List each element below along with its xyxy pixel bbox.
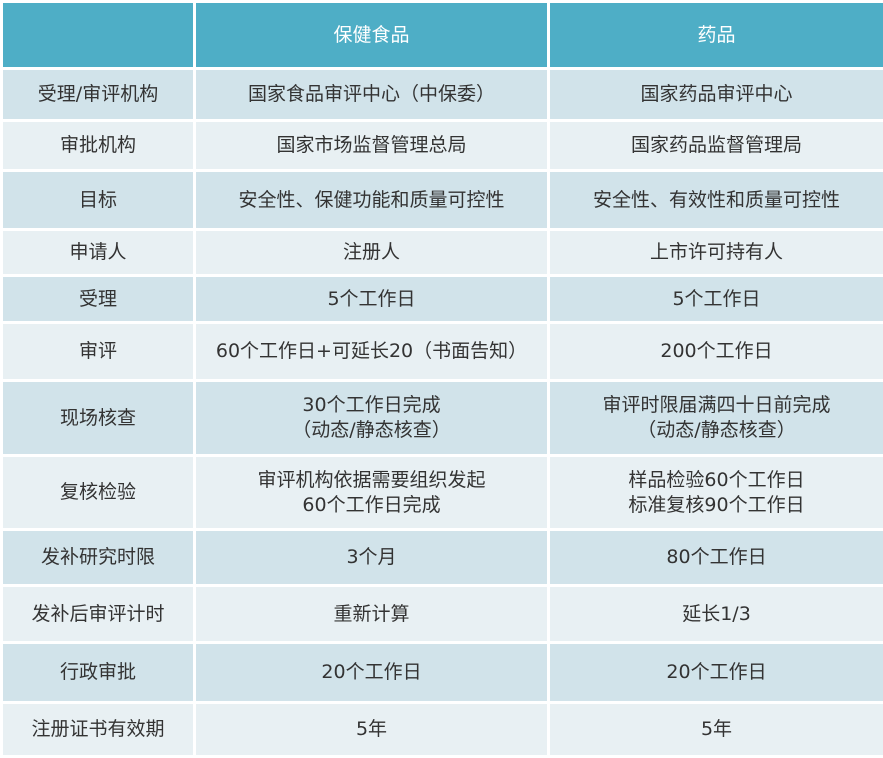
table-cell: 审评机构依据需要组织发起 60个工作日完成 [195, 456, 549, 530]
table-cell: 3个月 [195, 530, 549, 586]
table-cell: 200个工作日 [549, 323, 883, 381]
table-cell: 安全性、有效性和质量可控性 [549, 171, 883, 230]
row-header: 行政审批 [2, 643, 195, 703]
table-row: 发补后审评计时重新计算延长1/3 [2, 586, 883, 643]
row-header: 现场核查 [2, 381, 195, 456]
row-header: 审批机构 [2, 121, 195, 171]
row-header: 受理 [2, 276, 195, 323]
table-row: 目标安全性、保健功能和质量可控性安全性、有效性和质量可控性 [2, 171, 883, 230]
table-row: 申请人注册人上市许可持有人 [2, 230, 883, 276]
table-cell: 30个工作日完成 （动态/静态核查） [195, 381, 549, 456]
row-header: 申请人 [2, 230, 195, 276]
table-row: 受理/审评机构国家食品审评中心（中保委）国家药品审评中心 [2, 69, 883, 121]
table-cell: 5个工作日 [195, 276, 549, 323]
row-header: 目标 [2, 171, 195, 230]
row-header: 注册证书有效期 [2, 703, 195, 757]
table-cell: 5个工作日 [549, 276, 883, 323]
header-corner [2, 2, 195, 69]
table-cell: 60个工作日+可延长20（书面告知） [195, 323, 549, 381]
table-cell: 国家市场监督管理总局 [195, 121, 549, 171]
table-cell: 延长1/3 [549, 586, 883, 643]
table-cell: 国家药品监督管理局 [549, 121, 883, 171]
column-header: 保健食品 [195, 2, 549, 69]
table-cell: 20个工作日 [549, 643, 883, 703]
table-row: 审批机构国家市场监督管理总局国家药品监督管理局 [2, 121, 883, 171]
table-cell: 样品检验60个工作日 标准复核90个工作日 [549, 456, 883, 530]
table-cell: 国家药品审评中心 [549, 69, 883, 121]
header-row: 保健食品药品 [2, 2, 883, 69]
table-row: 复核检验审评机构依据需要组织发起 60个工作日完成样品检验60个工作日 标准复核… [2, 456, 883, 530]
row-header: 发补后审评计时 [2, 586, 195, 643]
table-cell: 20个工作日 [195, 643, 549, 703]
table-cell: 5年 [549, 703, 883, 757]
row-header: 复核检验 [2, 456, 195, 530]
row-header: 发补研究时限 [2, 530, 195, 586]
table-cell: 注册人 [195, 230, 549, 276]
table-cell: 重新计算 [195, 586, 549, 643]
column-header: 药品 [549, 2, 883, 69]
table-cell: 5年 [195, 703, 549, 757]
table-cell: 80个工作日 [549, 530, 883, 586]
row-header: 审评 [2, 323, 195, 381]
row-header: 受理/审评机构 [2, 69, 195, 121]
table-cell: 审评时限届满四十日前完成 （动态/静态核查） [549, 381, 883, 456]
table-cell: 安全性、保健功能和质量可控性 [195, 171, 549, 230]
table-cell: 上市许可持有人 [549, 230, 883, 276]
table-cell: 国家食品审评中心（中保委） [195, 69, 549, 121]
